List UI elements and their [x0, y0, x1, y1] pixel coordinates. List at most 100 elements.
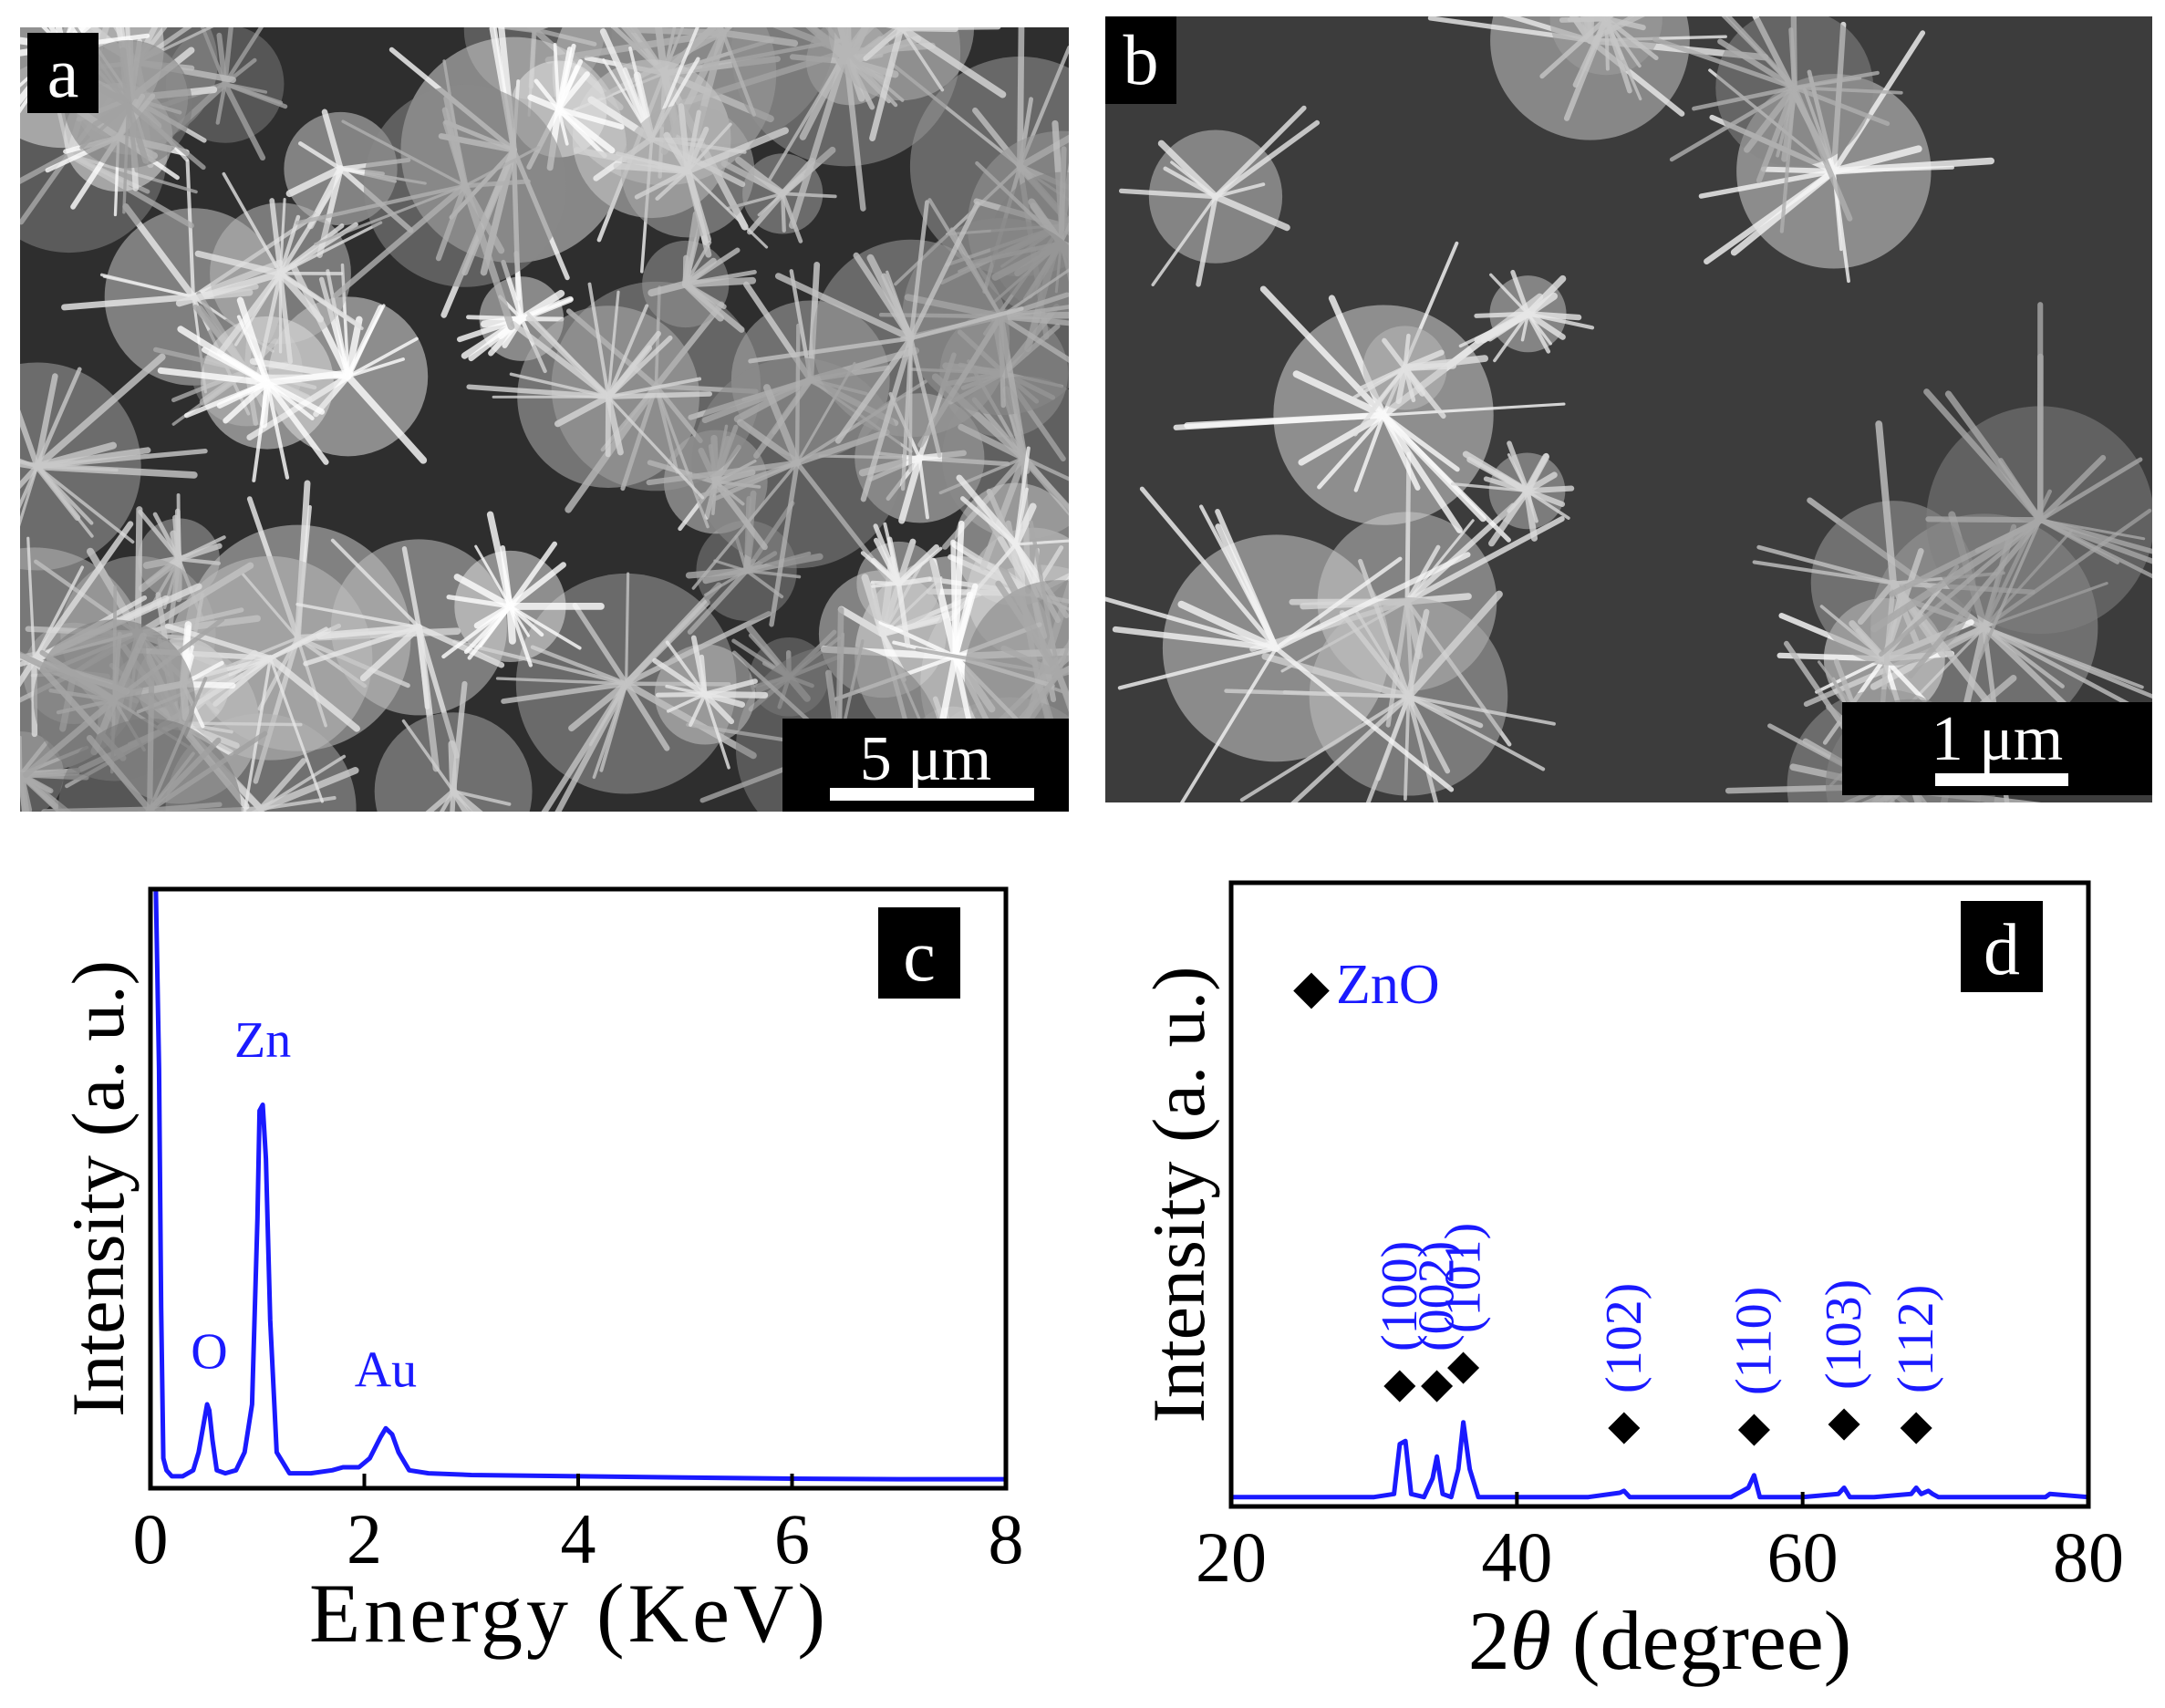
nanorod-spike: [473, 603, 513, 629]
nanorod-spike: [223, 27, 264, 87]
plot-frame: [148, 886, 1009, 1491]
peak-marker: ◆: [1383, 1358, 1416, 1407]
nanorod-spike: [1881, 656, 1927, 703]
legend-text: ZnO: [1336, 954, 1440, 1016]
scale-bar-a: 5 μm: [782, 719, 1069, 812]
scale-bar-b: 1 μm: [1842, 702, 2152, 795]
nanorod-spike: [748, 336, 914, 364]
nanorod-spike: [1978, 518, 2043, 660]
nanorod-spike: [495, 677, 628, 686]
nanorod-spike: [1692, 85, 1797, 111]
nanorod-spike: [863, 27, 905, 61]
nanorod-spike: [1405, 519, 1475, 604]
nanorod-spike: [1908, 782, 1923, 802]
nanorod-spike: [278, 214, 301, 276]
nanorod-spike: [1525, 489, 1538, 523]
nanostructure-cluster: [466, 282, 712, 500]
nanorod-spike: [1791, 84, 1853, 222]
nanorod-spike: [1604, 16, 1642, 68]
nanorod-spike: [1725, 16, 1797, 90]
sem-texture-b: [1105, 16, 2152, 802]
x-tick-label: 8: [989, 1499, 1024, 1579]
nanorod-spike: [61, 293, 197, 311]
nanorod-spike: [174, 508, 181, 563]
nanorod-spike: [678, 103, 691, 174]
nanorod-spike: [606, 304, 649, 399]
nanorod-spike: [1752, 560, 1896, 585]
panel-label-text: d: [1984, 910, 2020, 990]
nanorod-spike: [1406, 694, 1439, 802]
nanorod-spike: [401, 546, 422, 630]
x-tick-label: 2: [347, 1499, 382, 1579]
nanorod-spike: [627, 27, 727, 36]
nanorod-spike: [1788, 27, 1797, 90]
nanorod-spike: [1652, 36, 1797, 90]
chart-c: 0 2 4 6 8 Intensity (a. u.) c Energy (KeV) O Zn Au: [57, 886, 1024, 1660]
nanorod-spike: [1756, 85, 1797, 183]
nanorod-spike: [267, 623, 342, 661]
nanorod-spike: [655, 691, 708, 698]
nanorod-spike: [915, 647, 1061, 677]
nanorod-spike: [606, 377, 702, 399]
nanorod-spike: [605, 393, 624, 456]
peak-marker: ◆: [1901, 1400, 1933, 1449]
nanorod-spike: [41, 27, 65, 49]
nanorod-spike: [625, 572, 630, 686]
nanorod-spike: [31, 521, 134, 664]
nanorod-spike: [474, 544, 512, 608]
nanorod-spike: [1020, 455, 1069, 512]
nanorod-spike: [1526, 311, 1551, 354]
nanostructure-cluster: [1870, 302, 2152, 678]
nanorod-spike: [501, 680, 629, 704]
nanostructure-cluster: [652, 635, 769, 770]
nanorod-spike: [34, 373, 58, 470]
nanorod-spike: [1717, 38, 1797, 91]
nanorod-spike: [908, 336, 913, 473]
nanorod-spike: [1365, 694, 1411, 802]
panel-label-box: [878, 907, 960, 999]
nanorod-spike: [1013, 487, 1029, 546]
nanorod-spike: [613, 162, 691, 174]
nanorod-spike: [341, 119, 467, 188]
nanorod-spike: [2037, 457, 2143, 523]
nanorod-spike: [665, 640, 707, 697]
nanorod-spike: [278, 271, 364, 330]
nanorod-spike: [555, 71, 590, 112]
nanorod-spike: [1857, 580, 1897, 626]
nanorod-spike: [997, 311, 1069, 320]
nanorod-spike: [1380, 411, 1463, 533]
peak-label: O: [191, 1324, 227, 1381]
nanorod-spike: [634, 168, 690, 200]
peak-hkl-label: (100): [1372, 1241, 1428, 1351]
y-axis-label: Intensity (a. u.): [1137, 967, 1220, 1423]
nanorod-spike: [737, 419, 801, 467]
nanorod-spike: [995, 580, 1062, 678]
plot-frame: [1228, 880, 2091, 1509]
nanostructure-cluster: [1450, 440, 1575, 547]
nanorod-spike: [285, 165, 345, 198]
nanorod-spike: [333, 182, 468, 299]
nanostructure-cluster: [1352, 326, 1488, 437]
nanorod-spike: [1179, 646, 1279, 802]
nanorod-spike: [314, 184, 467, 246]
scale-bar-b-line: [1935, 773, 2068, 786]
nanorod-spike: [1982, 626, 2144, 689]
nanorod-spike: [899, 27, 945, 92]
peak-marker: ◆: [1447, 1340, 1480, 1389]
nanorod-spike: [509, 372, 610, 399]
sem-image-b: [1105, 16, 2152, 802]
nanorod-spike: [1493, 312, 1530, 363]
peak-marker: ◆: [1421, 1358, 1454, 1407]
peak-hkl-label: (112): [1888, 1285, 1944, 1393]
peak-hkl-label: (101): [1435, 1223, 1492, 1333]
nanorod-spike: [998, 314, 1069, 363]
nanorod-spike: [330, 538, 421, 629]
nanorod-spike: [295, 183, 467, 225]
panel-label-a: a: [27, 33, 98, 113]
nanorod-spike: [1669, 85, 1797, 162]
nanorod-spike: [148, 677, 208, 812]
nanorod-spike: [1879, 517, 2043, 657]
series-line: [1231, 1420, 2089, 1500]
nanorod-spike: [278, 190, 334, 276]
nanorod-spike: [1520, 312, 1530, 342]
